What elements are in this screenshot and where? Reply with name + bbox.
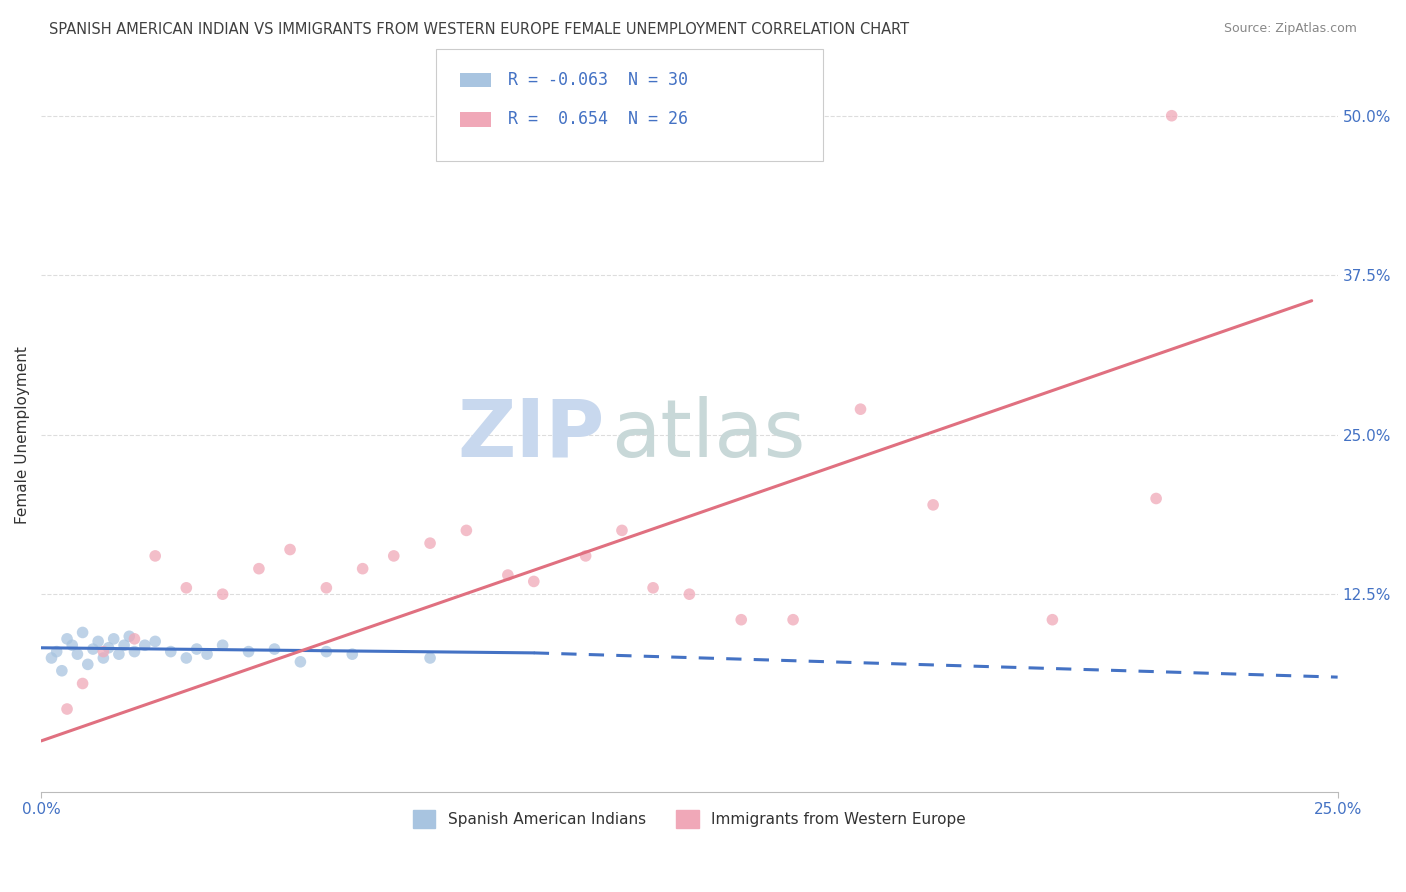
Point (238, 645, 260, 659)
Point (247, 562, 270, 576)
Point (124, 632, 146, 646)
Point (51, 664, 73, 678)
Point (41, 651, 63, 665)
Point (419, 651, 441, 665)
Point (76, 657, 98, 672)
Point (186, 642, 208, 657)
Point (87, 634, 110, 648)
Point (45, 645, 67, 659)
Point (678, 587, 700, 601)
Text: Source: ZipAtlas.com: Source: ZipAtlas.com (1223, 22, 1357, 36)
Point (60, 638, 83, 652)
Point (782, 613, 804, 627)
Point (103, 632, 125, 646)
Point (143, 634, 166, 648)
Point (93, 645, 115, 659)
Point (1144, 491, 1167, 506)
Point (72, 676, 94, 690)
Point (143, 549, 166, 563)
Point (352, 562, 374, 576)
Point (56, 702, 79, 716)
Point (263, 642, 285, 657)
Point (124, 645, 146, 659)
Point (118, 629, 141, 643)
Point (419, 536, 441, 550)
Point (610, 524, 633, 538)
Legend: Spanish American Indians, Immigrants from Western Europe: Spanish American Indians, Immigrants fro… (406, 804, 973, 834)
Point (382, 549, 405, 563)
Point (641, 581, 664, 595)
Point (195, 647, 218, 661)
Point (97, 640, 120, 655)
Point (922, 498, 945, 512)
Point (290, 655, 312, 669)
Point (112, 638, 135, 652)
Text: ZIP: ZIP (458, 396, 605, 474)
Point (134, 638, 156, 652)
Point (456, 524, 478, 538)
Point (72, 625, 94, 640)
Text: R =  0.654  N = 26: R = 0.654 N = 26 (508, 111, 688, 128)
Point (496, 568, 519, 582)
Point (1042, 613, 1064, 627)
Point (278, 542, 301, 557)
Text: R = -0.063  N = 30: R = -0.063 N = 30 (508, 71, 688, 89)
Point (211, 587, 233, 601)
Point (56, 632, 79, 646)
Point (176, 651, 198, 665)
Point (315, 645, 337, 659)
Point (108, 647, 131, 661)
Point (849, 402, 872, 417)
Point (1160, 109, 1182, 123)
Point (315, 581, 337, 595)
Point (575, 549, 598, 563)
Text: SPANISH AMERICAN INDIAN VS IMMIGRANTS FROM WESTERN EUROPE FEMALE UNEMPLOYMENT CO: SPANISH AMERICAN INDIAN VS IMMIGRANTS FR… (49, 22, 910, 37)
Text: atlas: atlas (612, 396, 806, 474)
Point (342, 647, 364, 661)
Point (176, 581, 198, 595)
Point (66, 647, 89, 661)
Y-axis label: Female Unemployment: Female Unemployment (15, 346, 30, 524)
Point (523, 574, 546, 589)
Point (159, 645, 181, 659)
Point (211, 638, 233, 652)
Point (82, 642, 104, 657)
Point (93, 651, 115, 665)
Point (730, 613, 752, 627)
